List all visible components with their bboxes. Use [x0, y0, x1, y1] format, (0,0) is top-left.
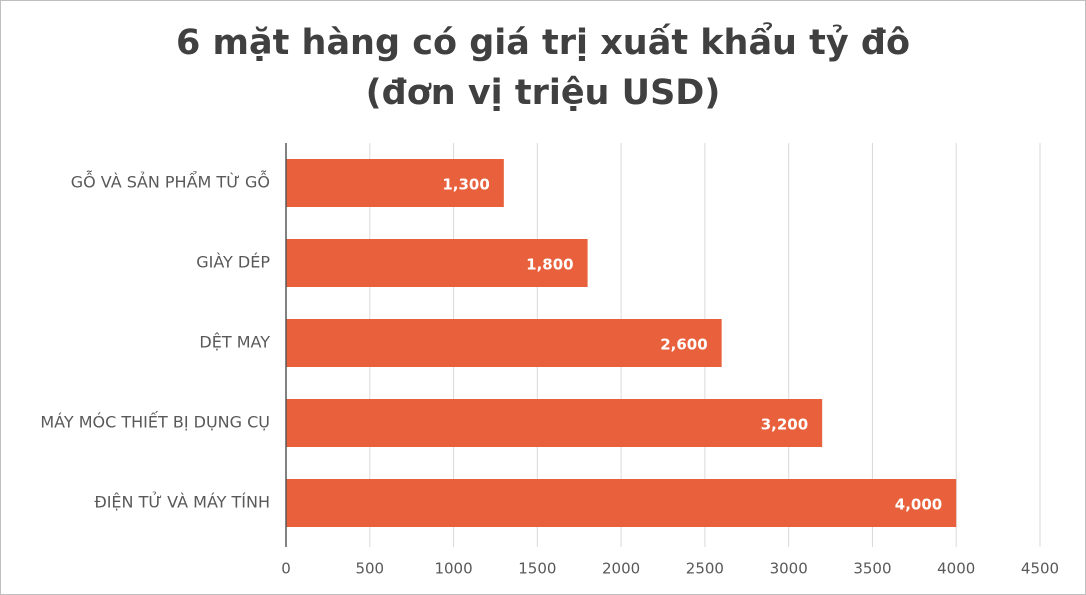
y-tick-label: ĐIỆN TỬ VÀ MÁY TÍNH	[94, 492, 270, 512]
x-tick-label: 4000	[937, 560, 975, 578]
x-tick-label: 2000	[602, 560, 640, 578]
value-label: 1,800	[526, 256, 573, 274]
x-tick-label: 1000	[434, 560, 472, 578]
x-tick-label: 4500	[1021, 560, 1059, 578]
x-tick-label: 0	[281, 560, 291, 578]
chart-title: 6 mặt hàng có giá trị xuất khẩu tỷ đô (đ…	[175, 23, 910, 113]
x-tick-label: 3500	[853, 560, 891, 578]
value-label: 1,300	[442, 176, 489, 194]
y-tick-label: GỖ VÀ SẢN PHẨM TỪ GỖ	[71, 171, 270, 192]
value-label: 2,600	[660, 336, 707, 354]
bar	[286, 399, 823, 447]
x-tick-label: 3000	[770, 560, 808, 578]
x-tick-label: 1500	[518, 560, 556, 578]
value-label: 4,000	[895, 496, 942, 514]
y-tick-label: MÁY MÓC THIẾT BỊ DỤNG CỤ	[40, 411, 270, 432]
bar	[286, 239, 588, 287]
y-tick-label: GIÀY DÉP	[196, 253, 270, 272]
bar	[286, 319, 722, 367]
value-label: 3,200	[761, 416, 808, 434]
bar	[286, 159, 504, 207]
x-tick-label: 2500	[686, 560, 724, 578]
bar	[286, 479, 957, 527]
y-tick-label: DỆT MAY	[199, 333, 270, 352]
x-tick-label: 500	[355, 560, 384, 578]
